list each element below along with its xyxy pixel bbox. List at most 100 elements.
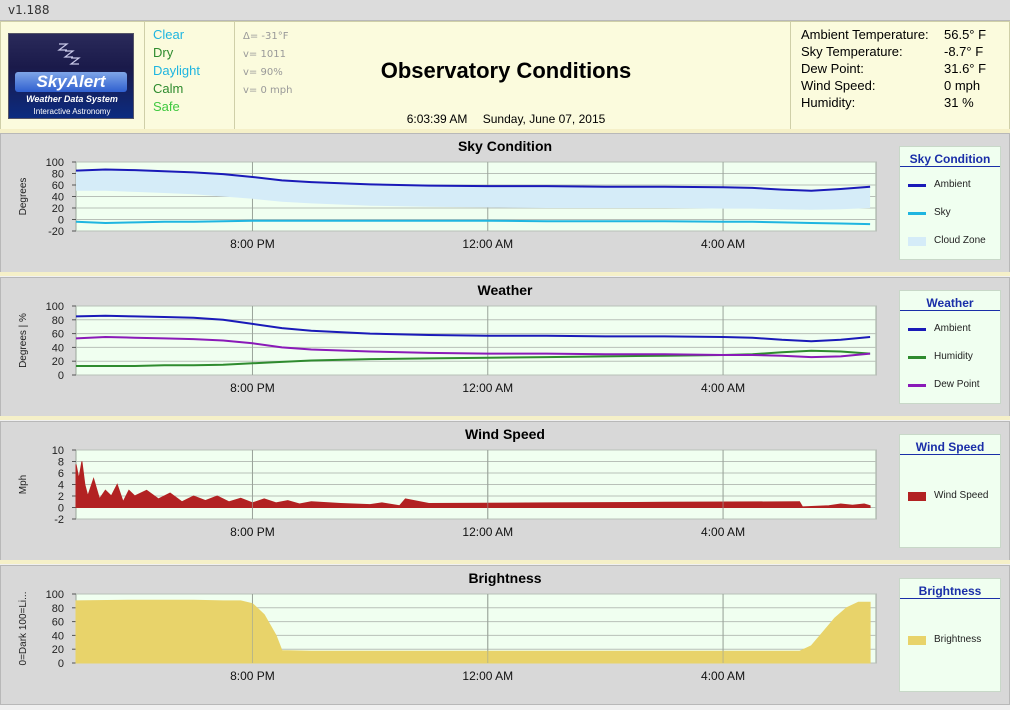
readout-humidity: Humidity: 31 % <box>801 94 1001 111</box>
title-bar: v1.188 <box>0 0 1010 21</box>
status-daylight: Daylight <box>153 63 200 78</box>
legend-title: Wind Speed <box>900 440 1000 455</box>
y-tick-label: -20 <box>48 226 64 238</box>
weather-panel: Weather 0 20 40 60 80 100 8:00 PM 12:00 AM 4:00 … <box>0 277 1010 417</box>
y-tick-label: 4 <box>58 480 64 492</box>
sky-delta-value: Δ= -31°F <box>243 31 289 42</box>
x-tick-label: 4:00 AM <box>701 381 745 395</box>
series-ambient-line <box>75 314 871 343</box>
separator <box>0 560 1010 564</box>
x-tick-label: 8:00 PM <box>230 669 275 683</box>
y-axis-label: 0=Dark 100=Li... <box>18 592 29 666</box>
y-tick-label: 80 <box>52 603 64 615</box>
datetime-line: 6:03:39 AM Sunday, June 07, 2015 <box>301 112 711 126</box>
y-tick-label: 60 <box>52 617 64 629</box>
readout-sky: Sky Temperature: -8.7° F <box>801 43 1001 60</box>
y-tick-label: 0 <box>58 370 64 382</box>
legend-swatch <box>908 237 926 246</box>
status-safety: Safe <box>153 99 180 114</box>
y-tick-label: -2 <box>54 514 64 526</box>
current-date: Sunday, June 07, 2015 <box>482 112 606 126</box>
y-tick-label: 10 <box>52 445 64 457</box>
x-tick-label: 12:00 AM <box>462 381 513 395</box>
legend-title: Sky Condition <box>900 152 1000 167</box>
legend-swatch <box>908 212 926 215</box>
readout-dewpoint: Dew Point: 31.6° F <box>801 60 1001 77</box>
version-label: v1.188 <box>8 3 50 17</box>
y-tick-label: 100 <box>46 157 64 169</box>
legend-swatch <box>908 492 926 501</box>
readout-wind: Wind Speed: 0 mph <box>801 77 1001 94</box>
y-tick-label: 20 <box>52 644 64 656</box>
series-ambient-line <box>75 168 871 192</box>
status-wind: Calm <box>153 81 184 96</box>
wind-speed-legend: Wind Speed Wind Speed <box>899 434 1001 548</box>
logo-tagline: Interactive Astronomy <box>33 107 111 116</box>
rain-sensor-value: v= 1011 <box>243 49 286 60</box>
readout-value: -8.7° F <box>944 44 984 59</box>
status-cloud: Clear <box>153 27 185 42</box>
series-brightness-area <box>75 599 871 664</box>
wind-speed-panel: Wind Speed -2 0 2 4 6 8 10 8:00 PM 12:00 AM 4:00 … <box>0 421 1010 561</box>
series-wind-speed-area <box>75 461 871 508</box>
y-tick-label: 60 <box>52 180 64 192</box>
y-axis-label: Mph <box>18 475 29 494</box>
y-tick-label: 40 <box>52 342 64 354</box>
separator <box>0 272 1010 276</box>
y-tick-label: 0 <box>58 215 64 227</box>
y-tick-label: 8 <box>58 457 64 469</box>
legend-swatch <box>908 356 926 359</box>
y-tick-label: 6 <box>58 468 64 480</box>
x-tick-label: 8:00 PM <box>230 381 275 395</box>
brightness-panel: Brightness 0 20 40 60 80 100 8:00 PM 12:00 AM 4:… <box>0 565 1010 705</box>
legend-label: Brightness <box>934 634 982 645</box>
y-axis-label: Degrees <box>18 178 29 216</box>
divider <box>790 22 791 132</box>
condition-status-list: Clear Dry Daylight Calm Safe <box>153 26 200 116</box>
y-axis-label: Degrees | % <box>18 313 29 368</box>
x-tick-label: 12:00 AM <box>462 237 513 251</box>
chart-title: Sky Condition <box>457 138 553 154</box>
y-tick-label: 80 <box>52 315 64 327</box>
weather-legend: Weather Ambient Humidity Dew Point <box>899 290 1001 404</box>
y-tick-label: 20 <box>52 356 64 368</box>
readout-label: Ambient Temperature: <box>801 27 929 42</box>
readout-label: Sky Temperature: <box>801 44 903 59</box>
divider <box>234 22 235 132</box>
legend-label: Cloud Zone <box>934 235 986 246</box>
y-tick-label: 0 <box>58 658 64 670</box>
x-tick-label: 4:00 AM <box>701 669 745 683</box>
x-tick-label: 8:00 PM <box>230 237 275 251</box>
page-title: Observatory Conditions <box>380 58 632 83</box>
chart-title: Weather <box>477 282 533 298</box>
legend-title: Weather <box>900 296 1000 311</box>
x-tick-label: 4:00 AM <box>701 525 745 539</box>
readout-label: Dew Point: <box>801 61 864 76</box>
legend-label: Humidity <box>934 351 973 362</box>
logo-subtitle: Weather Data System <box>26 94 118 104</box>
skyalert-logo: SkyAlert Weather Data System Interactive… <box>8 33 134 119</box>
x-tick-label: 8:00 PM <box>230 525 275 539</box>
wind-sensor-value: v= 0 mph <box>243 85 293 96</box>
legend-title: Brightness <box>900 584 1000 599</box>
readout-value: 31.6° F <box>944 61 987 76</box>
y-tick-label: 0 <box>58 503 64 515</box>
header-panel: SkyAlert Weather Data System Interactive… <box>0 21 1010 133</box>
readout-ambient: Ambient Temperature: 56.5° F <box>801 26 1001 43</box>
status-rain: Dry <box>153 45 174 60</box>
y-tick-label: 2 <box>58 491 64 503</box>
x-tick-label: 12:00 AM <box>462 669 513 683</box>
y-tick-label: 60 <box>52 329 64 341</box>
readout-label: Wind Speed: <box>801 78 876 93</box>
sleep-z-icon <box>57 43 81 65</box>
x-tick-label: 12:00 AM <box>462 525 513 539</box>
current-time: 6:03:39 AM <box>406 112 468 126</box>
legend-swatch <box>908 328 926 331</box>
x-tick-label: 4:00 AM <box>701 237 745 251</box>
y-tick-label: 100 <box>46 301 64 313</box>
divider <box>144 22 145 132</box>
